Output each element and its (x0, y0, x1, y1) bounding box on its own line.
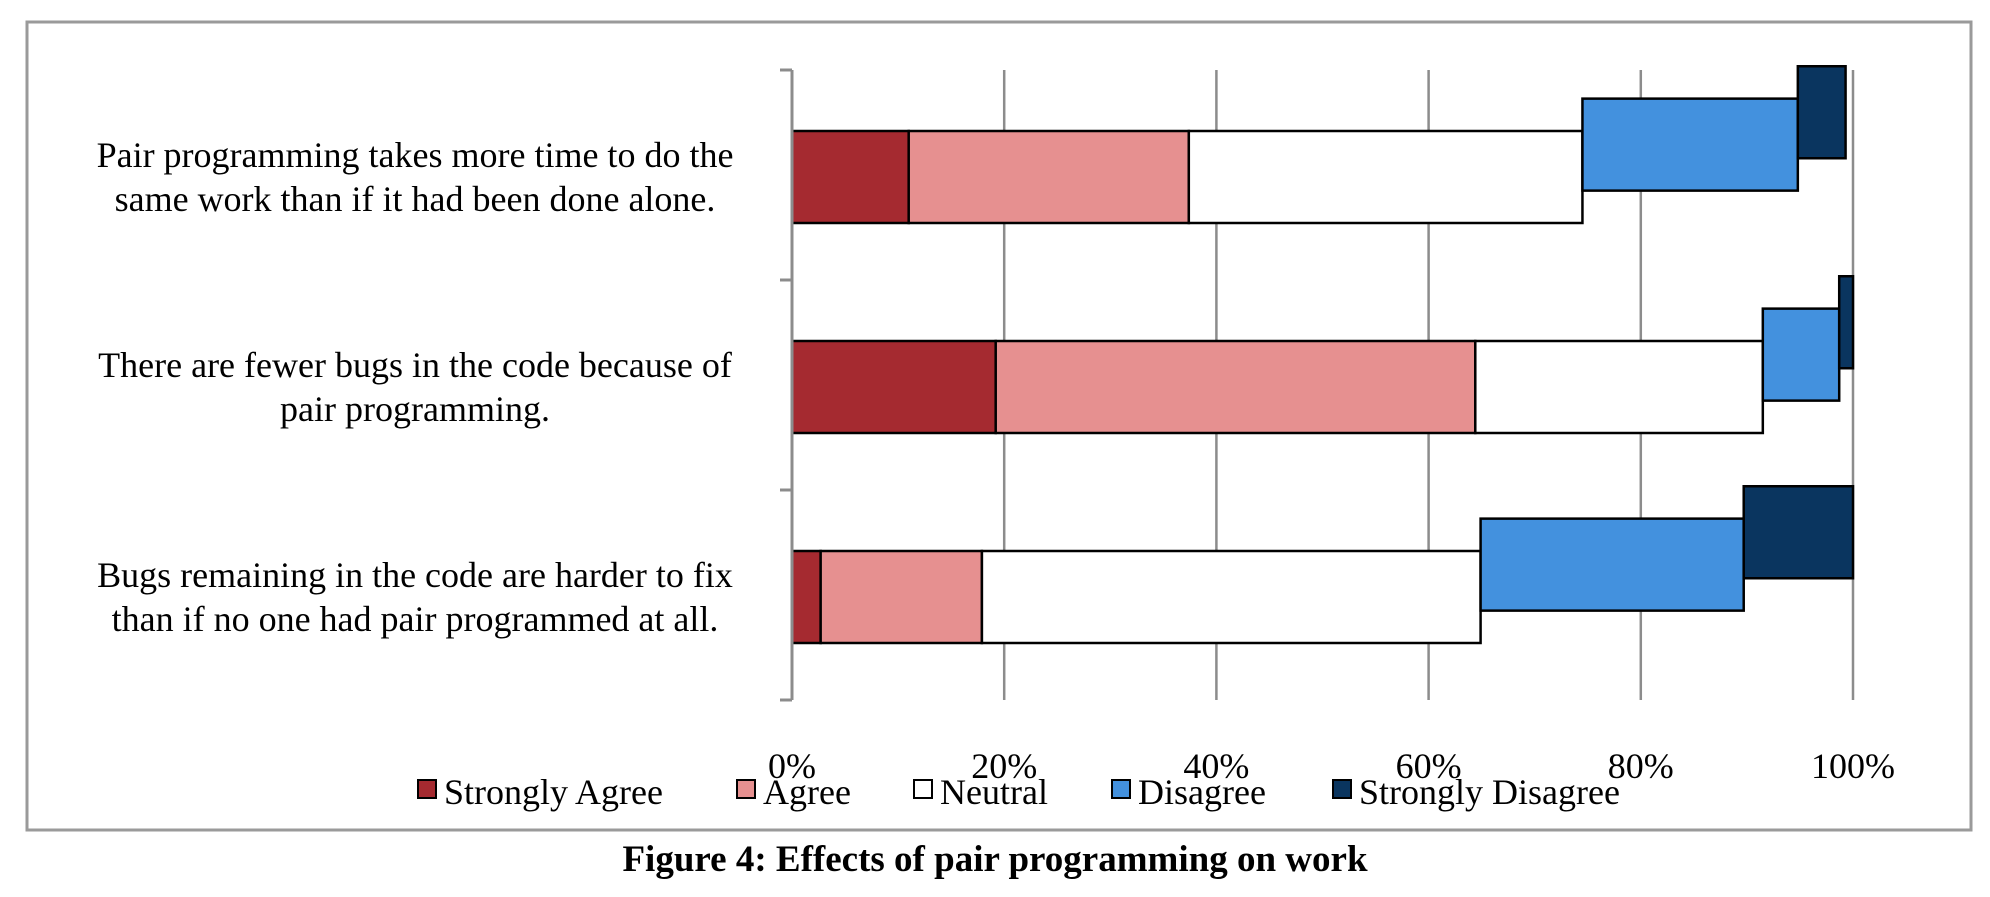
bar-disagree (1479, 517, 1745, 612)
bar-neutral (1474, 339, 1765, 435)
bar-strongly-disagree (1742, 485, 1855, 580)
category-label: Pair programming takes more time to do t… (97, 135, 734, 175)
y-axis (780, 68, 794, 702)
legend-label: Strongly Agree (444, 772, 663, 812)
legend-swatch (1111, 779, 1131, 799)
x-tick-label: 20% (971, 746, 1037, 786)
bar-strongly-disagree (1837, 275, 1855, 370)
x-tick-label: 60% (1396, 746, 1462, 786)
legend-swatch (913, 779, 933, 799)
legend-label: Strongly Disagree (1359, 772, 1620, 812)
bar-strongly-agree (790, 549, 822, 645)
legend-label: Agree (763, 772, 851, 812)
bar-agree (994, 339, 1477, 435)
bar-agree (907, 129, 1191, 225)
legend-swatch (417, 779, 437, 799)
x-tick-label: 100% (1811, 746, 1895, 786)
x-tick-label: 0% (768, 746, 816, 786)
category-label: same work than if it had been done alone… (115, 179, 716, 219)
x-tick-label: 40% (1183, 746, 1249, 786)
bar-strongly-agree (790, 339, 997, 435)
bar-neutral (1187, 129, 1584, 225)
bar-disagree (1581, 97, 1800, 192)
category-labels: Pair programming takes more time to do t… (97, 135, 734, 639)
bar-disagree (1761, 307, 1841, 402)
bars (790, 65, 1855, 645)
bar-strongly-agree (790, 129, 910, 225)
bar-neutral (980, 549, 1482, 645)
legend-label: Neutral (940, 772, 1048, 812)
category-label: There are fewer bugs in the code because… (98, 345, 732, 385)
legend-swatch (736, 779, 756, 799)
category-label: than if no one had pair programmed at al… (112, 599, 719, 639)
category-label: Bugs remaining in the code are harder to… (97, 555, 733, 595)
legend-swatch (1332, 779, 1352, 799)
category-label: pair programming. (280, 389, 550, 429)
figure-caption: Figure 4: Effects of pair programming on… (622, 839, 1368, 880)
legend-label: Disagree (1138, 772, 1266, 812)
x-tick-labels: 0% 20% 40% 60% 80% 100% (768, 746, 1895, 786)
bar-strongly-disagree (1796, 65, 1847, 160)
bar-agree (819, 549, 984, 645)
x-tick-label: 80% (1608, 746, 1674, 786)
legend: Strongly Agree Agree Neutral Disagree Strong… (417, 772, 1620, 812)
